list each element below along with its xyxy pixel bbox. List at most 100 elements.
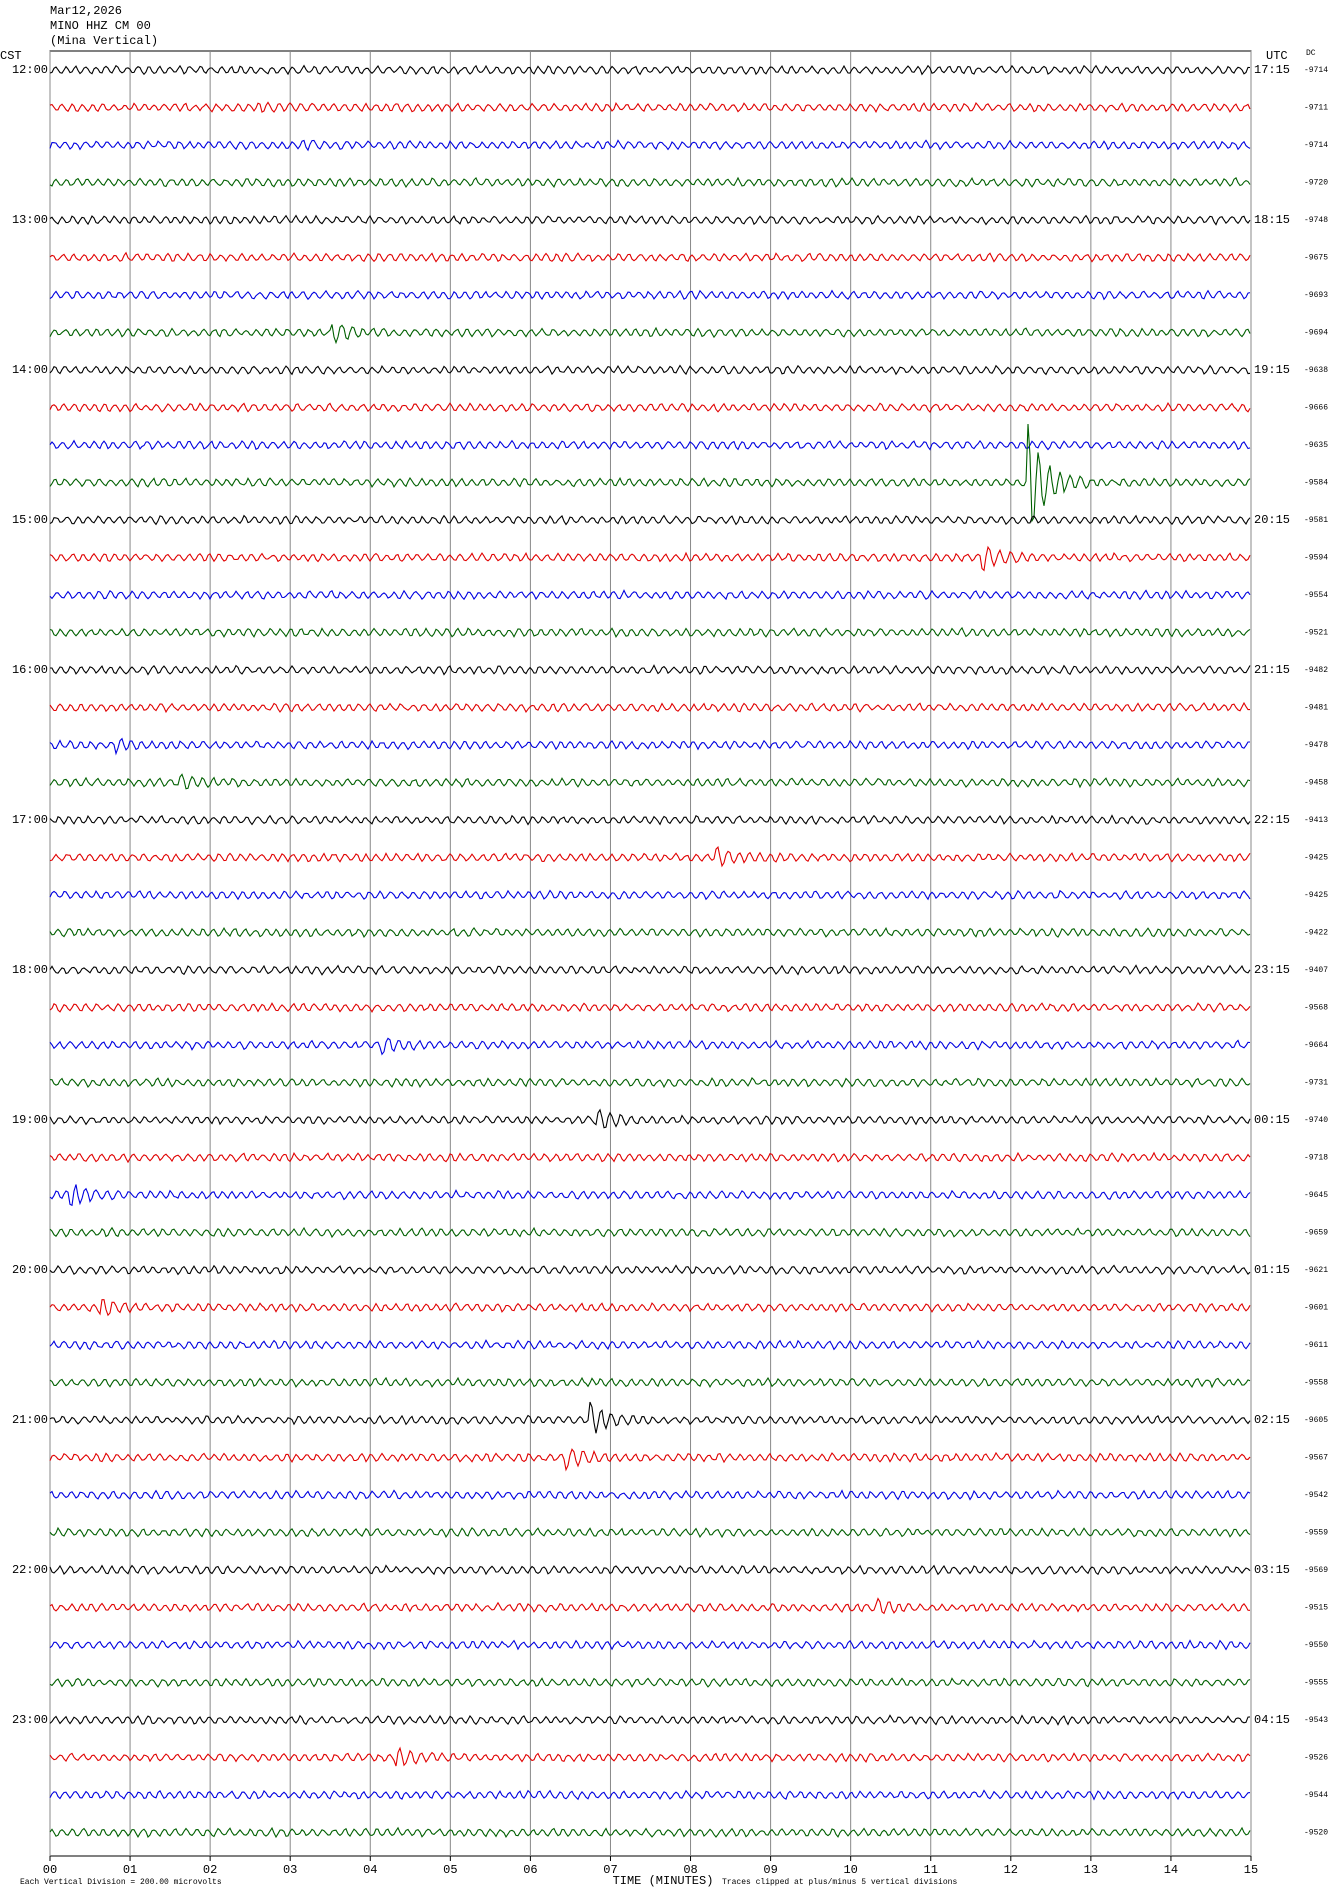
- trace: [49, 1677, 1251, 1688]
- trace: [49, 439, 1251, 451]
- dc-value: -9693: [1304, 291, 1328, 300]
- trace: [49, 139, 1251, 152]
- trace: [49, 1401, 1251, 1434]
- utc-label: 00:15: [1254, 1113, 1290, 1127]
- trace: [49, 1264, 1251, 1276]
- trace: [49, 101, 1251, 113]
- x-tick-label: 02: [203, 1863, 217, 1877]
- trace: [49, 814, 1251, 826]
- dc-value: -9520: [1304, 1829, 1328, 1838]
- cst-label: 17:00: [12, 813, 48, 827]
- dc-value: -9675: [1304, 254, 1328, 263]
- dc-value: -9567: [1304, 1454, 1328, 1463]
- dc-value: -9601: [1304, 1304, 1328, 1313]
- utc-label: 20:15: [1254, 513, 1290, 527]
- dc-value: -9731: [1304, 1079, 1328, 1088]
- dc-value: -9718: [1304, 1154, 1328, 1163]
- trace: [49, 1564, 1251, 1576]
- dc-value: -9521: [1304, 629, 1328, 638]
- utc-label: 17:15: [1254, 63, 1290, 77]
- trace: [49, 1002, 1251, 1014]
- dc-value: -9581: [1304, 516, 1328, 525]
- trace: [49, 289, 1251, 301]
- trace: [49, 737, 1250, 756]
- dc-value: -9711: [1304, 104, 1328, 113]
- dc-value: -9558: [1304, 1379, 1328, 1388]
- cst-label: 22:00: [12, 1563, 48, 1577]
- cst-label: 23:00: [12, 1713, 48, 1727]
- trace: [49, 1597, 1251, 1615]
- utc-label: 01:15: [1254, 1263, 1290, 1277]
- trace: [49, 1789, 1251, 1801]
- trace: [49, 926, 1251, 938]
- utc-label: 22:15: [1254, 813, 1290, 827]
- utc-label: 23:15: [1254, 963, 1290, 977]
- dc-value: -9478: [1304, 741, 1328, 750]
- dc-value: -9482: [1304, 666, 1328, 675]
- trace: [49, 773, 1251, 790]
- dc-value: -9664: [1304, 1041, 1328, 1050]
- trace: [49, 214, 1251, 226]
- trace: [49, 1108, 1251, 1129]
- dc-value: -9666: [1304, 404, 1328, 413]
- trace: [49, 423, 1251, 523]
- utc-label: 02:15: [1254, 1413, 1290, 1427]
- x-axis-label: TIME (MINUTES): [613, 1874, 714, 1888]
- dc-value: -9413: [1304, 816, 1328, 825]
- trace: [49, 1448, 1251, 1472]
- dc-value: -9569: [1304, 1566, 1328, 1575]
- trace: [49, 1226, 1251, 1239]
- plot-frame: [49, 50, 1252, 1857]
- trace: [49, 964, 1251, 976]
- dc-value: -9568: [1304, 1004, 1328, 1013]
- x-tick-label: 01: [123, 1863, 137, 1877]
- dc-value: -9611: [1304, 1341, 1328, 1350]
- x-tick-label: 09: [763, 1863, 777, 1877]
- trace: [49, 251, 1251, 263]
- dc-value: -9694: [1304, 329, 1328, 338]
- trace: [49, 889, 1251, 901]
- left-axis-label: CST: [0, 49, 22, 63]
- utc-label: 04:15: [1254, 1713, 1290, 1727]
- dc-value: -9659: [1304, 1229, 1328, 1238]
- dc-value: -9407: [1304, 966, 1328, 975]
- x-tick-label: 12: [1004, 1863, 1018, 1877]
- cst-label: 15:00: [12, 513, 48, 527]
- x-tick-label: 10: [843, 1863, 857, 1877]
- x-tick-label: 11: [924, 1863, 938, 1877]
- dc-value: -9481: [1304, 704, 1328, 713]
- trace: [49, 1639, 1251, 1651]
- trace: [50, 664, 1251, 676]
- dc-value: -9458: [1304, 779, 1328, 788]
- cst-label: 12:00: [12, 63, 48, 77]
- dc-value: -9714: [1304, 66, 1328, 75]
- trace: [49, 364, 1251, 376]
- cst-label: 13:00: [12, 213, 48, 227]
- trace: [49, 1376, 1251, 1389]
- utc-label: 18:15: [1254, 213, 1290, 227]
- dc-value: -9544: [1304, 1791, 1328, 1800]
- dc-value: -9550: [1304, 1641, 1328, 1650]
- dc-value: -9526: [1304, 1754, 1328, 1763]
- x-tick-label: 03: [283, 1863, 297, 1877]
- utc-label: 21:15: [1254, 663, 1290, 677]
- dc-value: -9542: [1304, 1491, 1328, 1500]
- footer-right: Traces clipped at plus/minus 5 vertical …: [722, 1878, 957, 1887]
- dc-value: -9621: [1304, 1266, 1328, 1275]
- trace: [49, 514, 1251, 526]
- trace: [49, 1299, 1251, 1317]
- cst-label: 16:00: [12, 663, 48, 677]
- dc-value: -9638: [1304, 366, 1328, 375]
- title-line: Mar12,2026: [50, 4, 122, 18]
- trace: [49, 401, 1251, 413]
- dc-value: -9605: [1304, 1416, 1328, 1425]
- x-tick-label: 04: [363, 1863, 377, 1877]
- trace: [49, 176, 1251, 189]
- dc-value: -9559: [1304, 1529, 1328, 1538]
- dc-value: -9554: [1304, 591, 1328, 600]
- trace: [49, 589, 1251, 601]
- cst-label: 21:00: [12, 1413, 48, 1427]
- trace: [49, 1714, 1251, 1726]
- trace: [49, 701, 1250, 714]
